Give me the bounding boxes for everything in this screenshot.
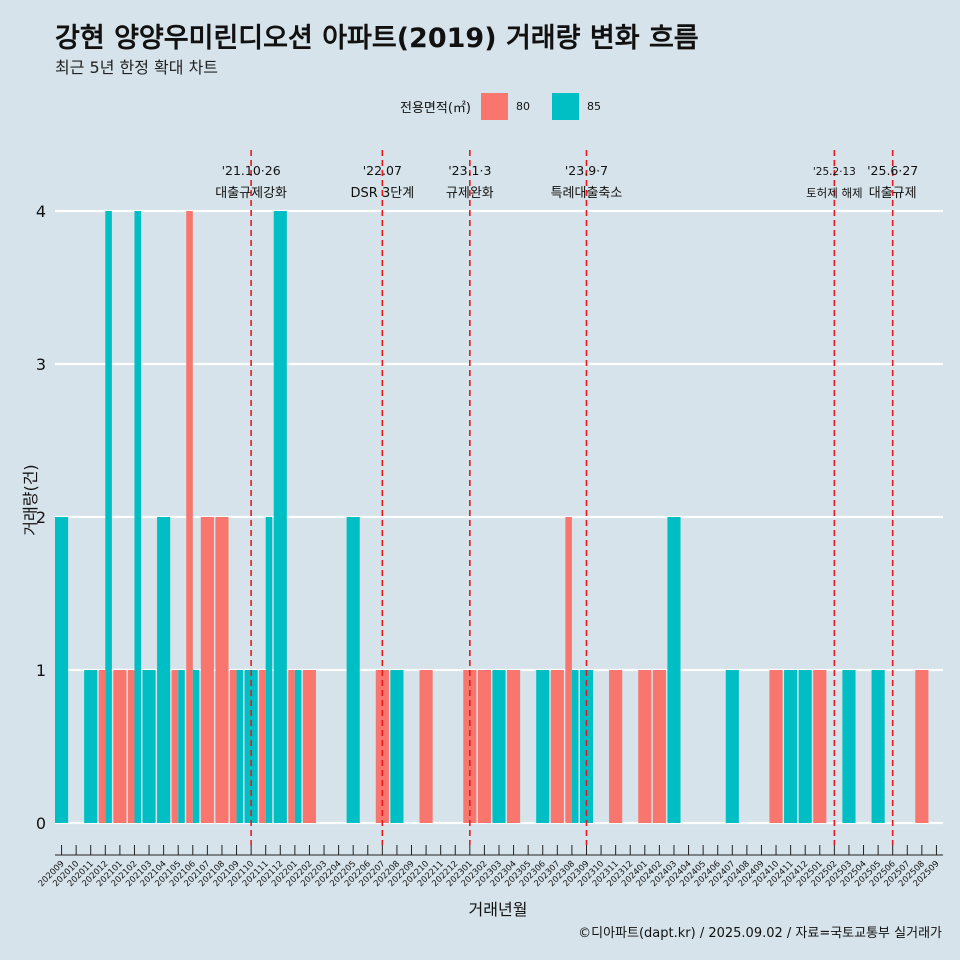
bar-85-202407 bbox=[725, 670, 739, 823]
event-date-202502: '25.2·13 bbox=[813, 166, 856, 178]
bar-80-202402 bbox=[652, 670, 666, 823]
bar-80-202508 bbox=[915, 670, 929, 823]
bar-85-202412 bbox=[798, 670, 812, 823]
bar-85-202102 bbox=[134, 211, 142, 823]
bar-80-202111 bbox=[259, 670, 266, 823]
bar-80-202201 bbox=[288, 670, 295, 823]
event-date-202110: '21.10·26 bbox=[222, 163, 281, 178]
bar-80-202109 bbox=[229, 670, 237, 823]
bar-80-202012 bbox=[98, 670, 106, 823]
y-tick-label: 1 bbox=[36, 661, 46, 680]
y-tick-label: 0 bbox=[36, 814, 46, 833]
bar-85-202109 bbox=[236, 670, 244, 823]
bar-85-202012 bbox=[105, 211, 112, 823]
bar-85-202303 bbox=[492, 670, 506, 823]
bar-80-202101 bbox=[113, 670, 127, 823]
event-label-202301: 규제완화 bbox=[446, 186, 494, 201]
bar-85-202309 bbox=[579, 670, 594, 823]
bar-85-202111 bbox=[265, 517, 273, 823]
bar-80-202207 bbox=[375, 670, 389, 823]
y-tick-label: 4 bbox=[36, 202, 46, 221]
event-date-202207: '22.07 bbox=[363, 163, 402, 178]
bar-85-202308 bbox=[571, 670, 579, 823]
bar-80-202108 bbox=[215, 517, 229, 823]
event-label-202309: 특례대출축소 bbox=[551, 186, 623, 201]
event-date-202506: '25.6·27 bbox=[867, 163, 918, 178]
event-label-202207: DSR 3단계 bbox=[351, 186, 415, 201]
source-caption: ©디아파트(dapt.kr) / 2025.09.02 / 자료=국토교통부 실… bbox=[578, 926, 942, 941]
bar-85-202201 bbox=[294, 670, 302, 823]
bar-85-202208 bbox=[390, 670, 404, 823]
bar-80-202105 bbox=[171, 670, 179, 823]
y-tick-label: 2 bbox=[36, 508, 46, 527]
bar-80-202410 bbox=[769, 670, 783, 823]
legend-key-85 bbox=[551, 93, 579, 120]
bar-80-202102 bbox=[127, 670, 135, 823]
bar-85-202104 bbox=[157, 517, 171, 823]
bar-85-202306 bbox=[536, 670, 550, 823]
legend-title: 전용면적(㎡) bbox=[400, 101, 471, 116]
legend-key-80 bbox=[480, 93, 508, 120]
event-date-202309: '23.9·7 bbox=[565, 163, 608, 178]
bar-85-202105 bbox=[178, 670, 185, 823]
bar-85-202205 bbox=[346, 517, 360, 823]
x-axis-title: 거래년월 bbox=[469, 900, 528, 919]
event-label-202506: 대출규제 bbox=[869, 186, 917, 201]
bar-80-202210 bbox=[419, 670, 433, 823]
y-tick-label: 3 bbox=[36, 355, 46, 374]
bar-80-202106 bbox=[186, 211, 193, 823]
bar-80-202308 bbox=[565, 517, 572, 823]
bar-85-202505 bbox=[871, 670, 885, 823]
bar-80-202301 bbox=[463, 670, 477, 823]
bar-85-202106 bbox=[192, 670, 200, 823]
legend: 전용면적(㎡) 80 85 bbox=[400, 93, 623, 120]
bar-85-202503 bbox=[842, 670, 856, 823]
bar-80-202501 bbox=[813, 670, 827, 823]
bar-85-202009 bbox=[55, 517, 69, 823]
bar-85-202411 bbox=[784, 670, 798, 823]
chart-title: 강현 양양우미린디오션 아파트(2019) 거래량 변화 흐름 bbox=[55, 23, 699, 54]
bar-80-202202 bbox=[302, 670, 317, 823]
chart-subtitle: 최근 5년 한정 확대 차트 bbox=[55, 58, 219, 77]
legend-label-80: 80 bbox=[515, 100, 530, 113]
bar-85-202011 bbox=[84, 670, 98, 823]
bar-80-202311 bbox=[609, 670, 623, 823]
event-label-202110: 대출규제강화 bbox=[215, 186, 287, 201]
bar-85-202103 bbox=[142, 670, 156, 823]
bar-80-202304 bbox=[507, 670, 521, 823]
event-date-202301: '23.1·3 bbox=[448, 163, 491, 178]
legend-label-85: 85 bbox=[586, 100, 601, 113]
bar-80-202107 bbox=[200, 517, 214, 823]
y-axis-title: 거래량(건) bbox=[21, 464, 40, 535]
bar-85-202110 bbox=[244, 670, 258, 823]
bar-85-202112 bbox=[273, 211, 287, 823]
bar-80-202401 bbox=[638, 670, 652, 823]
event-label-202502: 토허제 해제 bbox=[806, 186, 863, 200]
bar-80-202302 bbox=[477, 670, 491, 823]
bar-80-202307 bbox=[550, 670, 564, 823]
bar-85-202403 bbox=[667, 517, 681, 823]
